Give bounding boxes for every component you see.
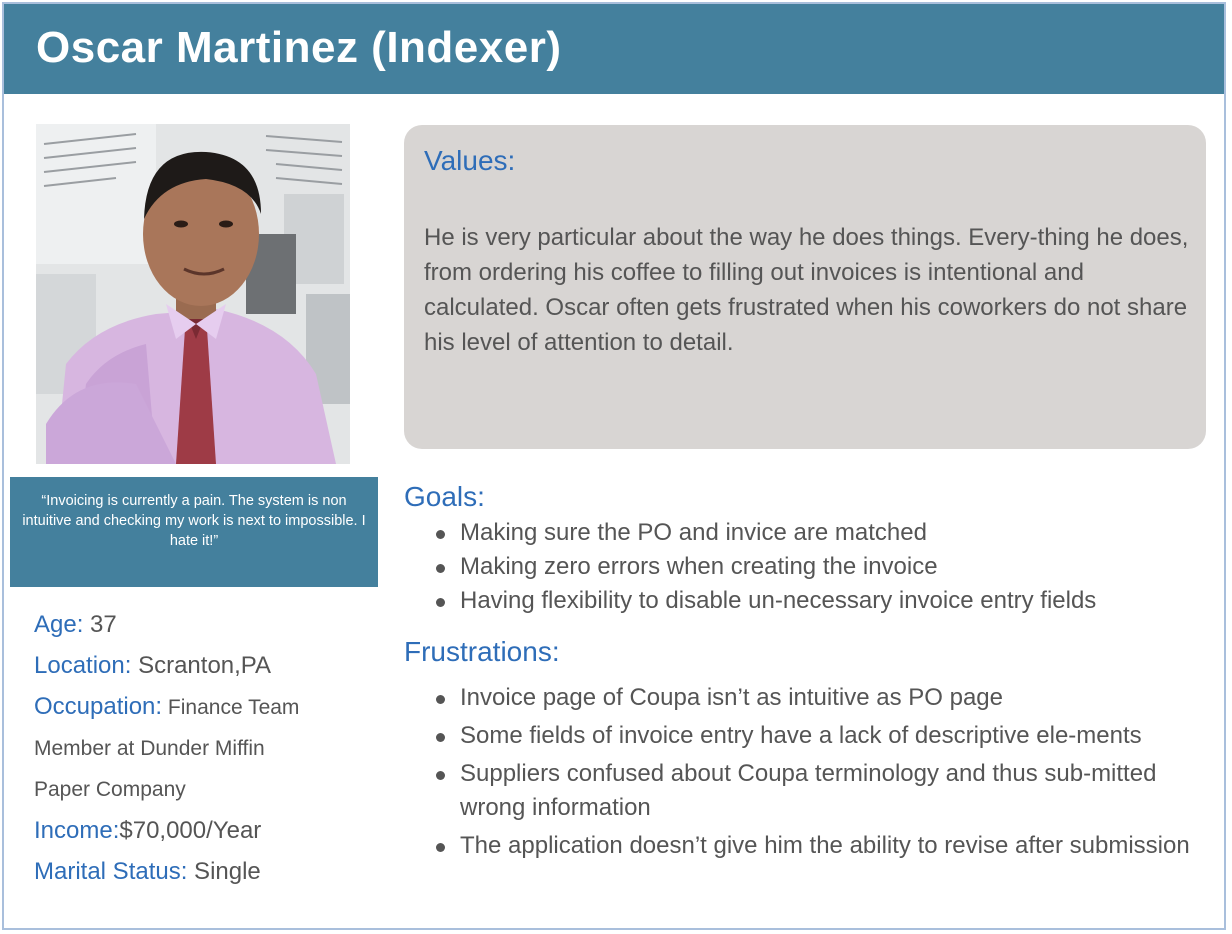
age-label: Age: [34, 611, 84, 638]
location-row: Location: Scranton,PA [34, 645, 364, 686]
frustration-text: Invoice page of Coupa isn’t as intuitive… [460, 684, 1003, 711]
goal-text: Making zero errors when creating the inv… [460, 553, 938, 580]
bullet-icon [436, 771, 445, 780]
goal-item: Having flexibility to disable un-necessa… [434, 584, 1224, 618]
bullet-icon [436, 695, 445, 704]
persona-quote: “Invoicing is currently a pain. The syst… [10, 477, 378, 587]
occupation-value-line3: Paper Company [34, 778, 186, 801]
goal-item: Making sure the PO and invice are matche… [434, 516, 1224, 550]
age-row: Age: 37 [34, 604, 364, 645]
frustration-text: Suppliers confused about Coupa terminolo… [460, 760, 1157, 821]
location-value: Scranton,PA [131, 652, 272, 679]
location-label: Location: [34, 652, 132, 679]
goals-heading: Goals: [404, 481, 485, 512]
bullet-icon [436, 598, 445, 607]
income-label: Income: [34, 817, 120, 844]
occupation-value-line1: Finance Team [162, 696, 300, 719]
header-bar: Oscar Martinez (Indexer) [4, 4, 1224, 94]
marital-value: Single [187, 858, 261, 885]
values-heading: Values: [424, 145, 516, 176]
occupation-label: Occupation: [34, 693, 163, 720]
marital-label: Marital Status: [34, 858, 188, 885]
goals-list: Making sure the PO and invice are matche… [434, 516, 1224, 618]
income-row: Income:$70,000/Year [34, 810, 364, 851]
frustration-text: The application doesn’t give him the abi… [460, 832, 1190, 859]
persona-details: Age: 37 Location: Scranton,PA Occupation… [34, 604, 364, 892]
frustration-item: Suppliers confused about Coupa terminolo… [434, 757, 1194, 825]
age-value: 37 [83, 611, 117, 638]
goal-text: Making sure the PO and invice are matche… [460, 519, 927, 546]
bullet-icon [436, 564, 445, 573]
bullet-icon [436, 843, 445, 852]
bullet-icon [436, 530, 445, 539]
goal-item: Making zero errors when creating the inv… [434, 550, 1224, 584]
values-box: Values: He is very particular about the … [404, 125, 1206, 449]
marital-row: Marital Status: Single [34, 851, 364, 892]
values-text: He is very particular about the way he d… [424, 224, 1189, 356]
goal-text: Having flexibility to disable un-necessa… [460, 587, 1097, 614]
frustration-item: Invoice page of Coupa isn’t as intuitive… [434, 681, 1194, 715]
occupation-value-line2: Member at Dunder Miffin [34, 737, 265, 760]
frustrations-list: Invoice page of Coupa isn’t as intuitive… [434, 681, 1194, 867]
bullet-icon [436, 733, 445, 742]
frustrations-heading: Frustrations: [404, 636, 560, 667]
income-value: $70,000/Year [119, 817, 262, 844]
frustration-item: Some fields of invoice entry have a lack… [434, 719, 1194, 753]
frustration-item: The application doesn’t give him the abi… [434, 829, 1194, 863]
persona-title: Oscar Martinez (Indexer) [36, 23, 562, 72]
occupation-row: Occupation: Finance Team [34, 686, 364, 728]
frustration-text: Some fields of invoice entry have a lack… [460, 722, 1142, 749]
persona-photo [36, 124, 350, 464]
